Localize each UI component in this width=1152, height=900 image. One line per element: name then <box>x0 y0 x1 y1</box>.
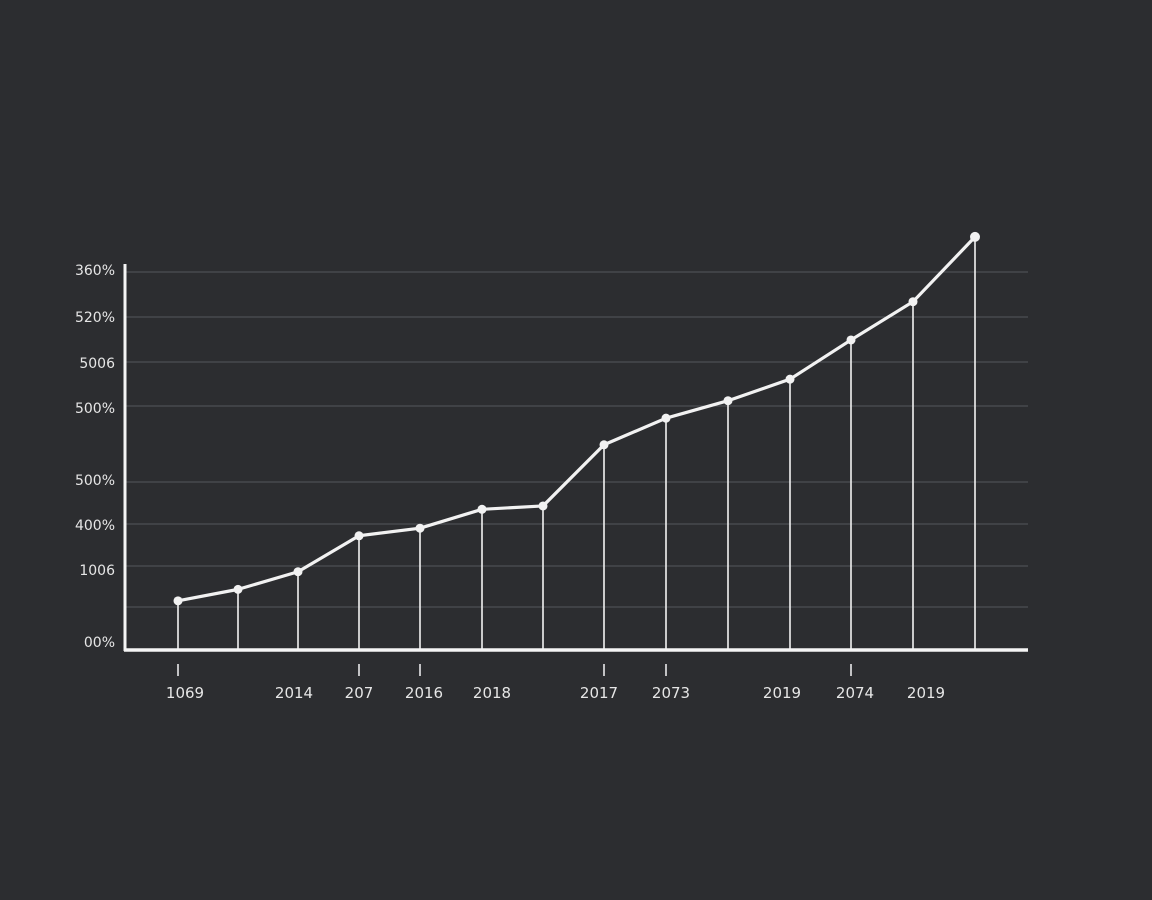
data-point <box>233 584 243 594</box>
data-point <box>293 567 303 577</box>
data-point <box>846 335 856 345</box>
data-point <box>477 504 487 514</box>
data-point <box>354 531 364 541</box>
y-tick-label: 400% <box>75 518 115 534</box>
series-line <box>176 235 977 603</box>
y-tick-label: 520% <box>75 310 115 326</box>
data-point <box>661 413 671 423</box>
x-tick-label: 2074 <box>836 684 874 702</box>
grid-lines <box>125 271 1028 608</box>
series-path <box>176 235 977 603</box>
x-tick-labels: 1069 2014 207 2016 2018 2017 2073 2019 2074 2019 <box>166 684 945 702</box>
x-tick-label: 2018 <box>473 684 511 702</box>
x-tick-label: 2017 <box>580 684 618 702</box>
axes <box>123 264 1028 676</box>
y-tick-label: 1006 <box>79 563 115 579</box>
data-point <box>908 297 918 307</box>
x-tick-label: 2019 <box>907 684 945 702</box>
data-point <box>599 440 609 450</box>
x-tick-label: 2014 <box>275 684 313 702</box>
y-tick-labels: 00% 1006 400% 500% 500% 5006 520% 360% <box>75 263 115 651</box>
y-tick-label: 360% <box>75 263 115 279</box>
data-point <box>415 523 425 533</box>
x-tick-label: 207 <box>345 684 374 702</box>
y-tick-label: 500% <box>75 401 115 417</box>
data-point <box>538 501 548 511</box>
x-tick-label: 2016 <box>405 684 443 702</box>
y-tick-label: 500% <box>75 473 115 489</box>
x-tick-label: 2019 <box>763 684 801 702</box>
data-point <box>173 596 183 606</box>
drop-lines <box>177 236 976 650</box>
data-point <box>785 374 795 384</box>
y-tick-label: 5006 <box>79 356 115 372</box>
x-tick-label: 2073 <box>652 684 690 702</box>
data-point <box>970 231 980 242</box>
data-point <box>723 396 733 406</box>
x-tick-label: 1069 <box>166 684 204 702</box>
y-tick-label: 00% <box>84 635 115 651</box>
data-points <box>173 231 980 606</box>
